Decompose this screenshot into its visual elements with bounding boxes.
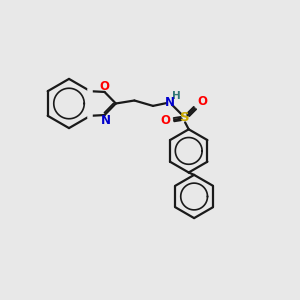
- Text: N: N: [101, 114, 111, 127]
- Text: H: H: [172, 91, 181, 101]
- Text: N: N: [164, 96, 175, 109]
- Text: O: O: [160, 114, 171, 127]
- Text: O: O: [197, 95, 207, 108]
- Text: S: S: [180, 111, 190, 124]
- Text: O: O: [100, 80, 110, 93]
